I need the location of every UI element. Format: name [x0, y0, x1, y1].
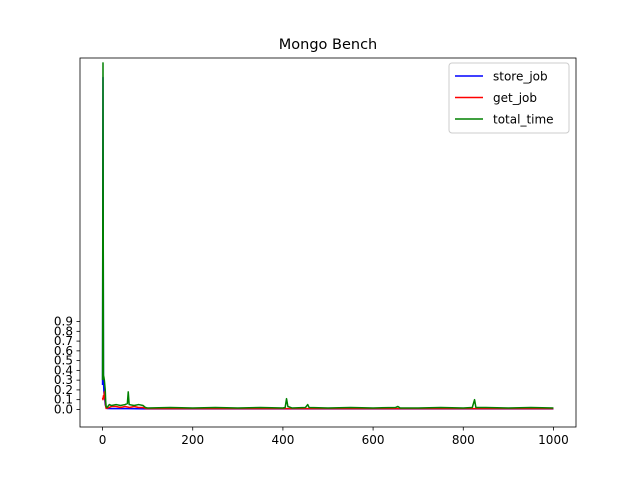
x-tick-label: 1000 — [538, 433, 569, 447]
y-tick-label: 0.8 — [54, 324, 73, 338]
y-tick-label: 0.6 — [54, 344, 73, 358]
x-tick-label: 600 — [362, 433, 385, 447]
x-tick-label: 200 — [181, 433, 204, 447]
x-axis: 0 200 400 600 800 1000 — [99, 427, 569, 447]
series-line-total-time — [101, 62, 554, 409]
x-tick-label: 800 — [452, 433, 475, 447]
plot-area — [79, 57, 577, 428]
y-tick-label: 0.4 — [54, 363, 73, 377]
legend-label-total-time: total_time — [493, 113, 554, 127]
legend-box — [448, 62, 570, 134]
legend-label-store-job: store_job — [493, 70, 548, 84]
y-tick-label: 0.2 — [54, 383, 73, 397]
y-tick-label: 0.3 — [54, 373, 73, 387]
chart-title: Mongo Bench — [279, 37, 377, 53]
legend-label-get-job: get_job — [493, 91, 537, 105]
y-tick-label: 0.5 — [54, 354, 73, 368]
y-tick-label: 0.7 — [54, 334, 73, 348]
y-tick-label: 0.0 — [54, 402, 73, 416]
y-tick-label: 0.1 — [54, 393, 73, 407]
x-tick-label: 0 — [99, 433, 107, 447]
axes-frame — [79, 57, 577, 428]
y-tick-label: 0.9 — [54, 315, 73, 329]
series-line-get-job — [101, 391, 554, 410]
x-tick-label: 400 — [271, 433, 294, 447]
legend: store_job get_job total_time — [448, 62, 570, 134]
y-axis: 0.00.10.20.30.40.50.60.70.80.9 — [54, 315, 80, 416]
